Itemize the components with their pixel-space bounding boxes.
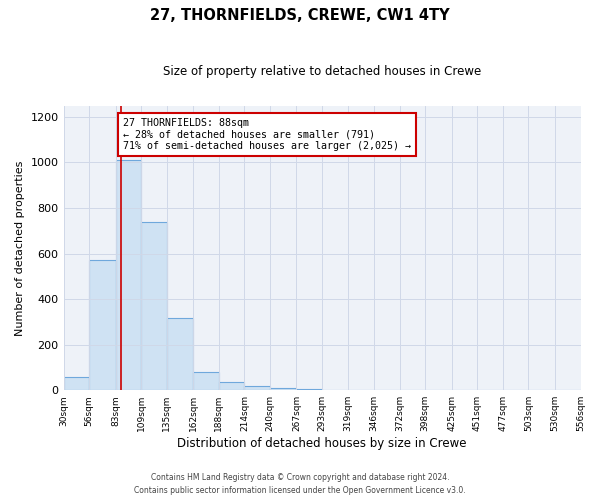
Text: 27 THORNFIELDS: 88sqm
← 28% of detached houses are smaller (791)
71% of semi-det: 27 THORNFIELDS: 88sqm ← 28% of detached …	[122, 118, 410, 152]
Bar	[89, 260, 116, 390]
Bar	[244, 386, 270, 390]
Bar	[167, 318, 193, 390]
Bar	[219, 382, 244, 390]
Bar	[141, 222, 167, 390]
Y-axis label: Number of detached properties: Number of detached properties	[15, 160, 25, 336]
Text: 27, THORNFIELDS, CREWE, CW1 4TY: 27, THORNFIELDS, CREWE, CW1 4TY	[150, 8, 450, 22]
Title: Size of property relative to detached houses in Crewe: Size of property relative to detached ho…	[163, 65, 481, 78]
Text: Contains HM Land Registry data © Crown copyright and database right 2024.
Contai: Contains HM Land Registry data © Crown c…	[134, 474, 466, 495]
Bar	[64, 376, 89, 390]
Bar	[296, 389, 322, 390]
Bar	[116, 160, 141, 390]
X-axis label: Distribution of detached houses by size in Crewe: Distribution of detached houses by size …	[177, 437, 467, 450]
Bar	[193, 372, 219, 390]
Bar	[270, 388, 296, 390]
